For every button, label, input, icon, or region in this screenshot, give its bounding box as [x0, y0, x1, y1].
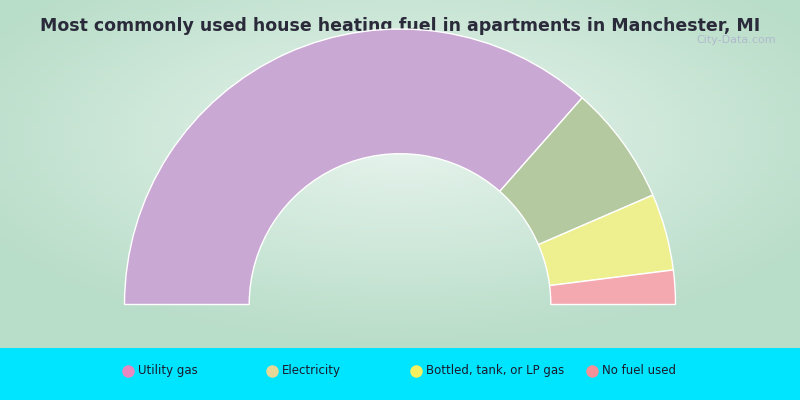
- Wedge shape: [538, 195, 674, 286]
- Wedge shape: [500, 98, 653, 245]
- Text: Most commonly used house heating fuel in apartments in Manchester, MI: Most commonly used house heating fuel in…: [40, 18, 760, 36]
- Text: Utility gas: Utility gas: [138, 364, 198, 377]
- Text: Electricity: Electricity: [282, 364, 341, 377]
- Text: No fuel used: No fuel used: [602, 364, 675, 377]
- Wedge shape: [125, 29, 582, 304]
- Wedge shape: [550, 270, 675, 304]
- Text: Bottled, tank, or LP gas: Bottled, tank, or LP gas: [426, 364, 564, 377]
- Text: City-Data.com: City-Data.com: [696, 35, 776, 45]
